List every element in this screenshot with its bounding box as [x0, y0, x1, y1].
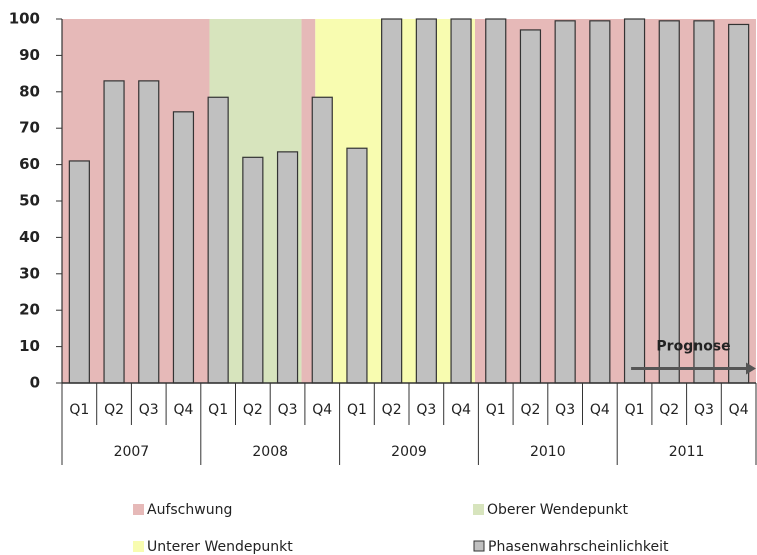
x-tick-label: Q4 [173, 402, 193, 418]
x-tick-label: Q1 [486, 402, 506, 418]
year-label: 2009 [391, 444, 427, 460]
y-tick-label: 90 [19, 46, 40, 64]
x-tick-label: Q1 [208, 402, 228, 418]
x-tick-label: Q1 [625, 402, 645, 418]
bar [138, 80, 160, 384]
x-tick-label: Q2 [382, 402, 402, 418]
legend-swatch [133, 504, 144, 515]
bar [311, 96, 333, 384]
x-tick-label: Q4 [729, 402, 749, 418]
annotation: Prognose [656, 338, 730, 354]
y-tick-label: 20 [19, 301, 40, 319]
y-tick-label: 50 [19, 192, 40, 210]
year-label: 2010 [530, 444, 566, 460]
legend-label: Aufschwung [147, 502, 232, 518]
year-label: 2008 [252, 444, 288, 460]
y-tick-label: 70 [19, 119, 40, 137]
bar [485, 18, 507, 384]
legend-swatch [473, 504, 484, 515]
x-tick-label: Q3 [416, 402, 436, 418]
bar [450, 18, 472, 384]
bar [589, 20, 611, 384]
legend-label: Phasenwahrscheinlichkeit [488, 539, 669, 555]
x-tick-label: Q3 [139, 402, 159, 418]
legend-label: Oberer Wendepunkt [487, 502, 629, 518]
bar [68, 160, 90, 384]
x-tick-label: Q4 [451, 402, 471, 418]
x-tick-label: Q2 [659, 402, 679, 418]
bar [103, 80, 125, 384]
x-tick-label: Q4 [590, 402, 610, 418]
x-tick-label: Q1 [347, 402, 367, 418]
bar [242, 156, 264, 384]
bar [381, 18, 403, 384]
bar [207, 96, 229, 384]
x-tick-label: Q4 [312, 402, 332, 418]
y-tick-label: 0 [30, 374, 40, 392]
y-tick-label: 60 [19, 155, 40, 173]
legend-swatch [133, 541, 144, 552]
bar [554, 20, 576, 384]
y-tick-label: 40 [19, 228, 40, 246]
bar [415, 18, 437, 384]
bar [693, 20, 715, 384]
x-tick-label: Q3 [694, 402, 714, 418]
y-tick-label: 80 [19, 82, 40, 100]
x-tick-label: Q2 [104, 402, 124, 418]
year-label: 2011 [669, 444, 705, 460]
bar [623, 18, 646, 384]
bar [519, 29, 542, 384]
legend-label: Unterer Wendepunkt [147, 539, 293, 555]
bar [276, 151, 299, 384]
x-tick-label: Q3 [555, 402, 575, 418]
bar [728, 23, 750, 384]
year-label: 2007 [114, 444, 150, 460]
y-tick-label: 10 [19, 337, 40, 355]
bar [658, 20, 680, 384]
y-tick-label: 100 [9, 10, 40, 28]
arrow-head [746, 362, 756, 375]
x-tick-label: Q1 [69, 402, 89, 418]
x-tick-label: Q2 [520, 402, 540, 418]
bar [172, 111, 195, 384]
y-tick-label: 30 [19, 264, 40, 282]
x-tick-label: Q3 [278, 402, 298, 418]
legend-swatch [473, 540, 485, 552]
bar [346, 147, 368, 384]
phase-bands [62, 19, 756, 383]
x-tick-label: Q2 [243, 402, 263, 418]
